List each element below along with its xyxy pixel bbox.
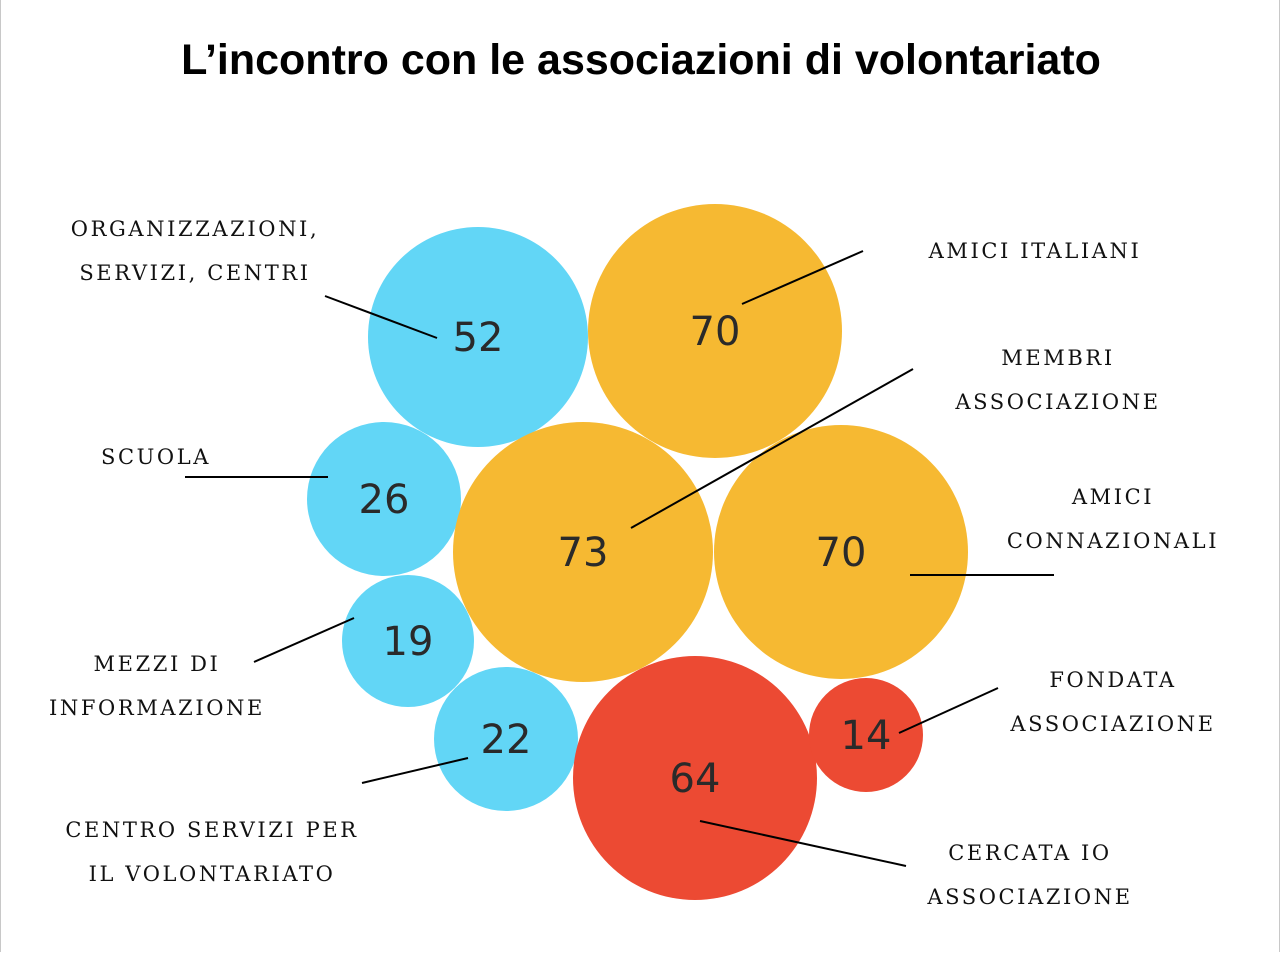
bubble-fondata-associazione	[809, 678, 923, 792]
bubble-value-amici-connazionali: 70	[816, 530, 867, 576]
bubble-label-organizzazioni-servizi-centri-line-2: SERVIZI, CENTRI	[79, 261, 310, 285]
bubble-value-organizzazioni-servizi-centri: 52	[453, 315, 504, 361]
bubble-label-fondata-associazione-line-2: ASSOCIAZIONE	[1009, 712, 1215, 736]
bubble-label-centro-servizi-per-il-volontariato-line-2: IL VOLONTARIATO	[89, 862, 336, 886]
bubble-label-amici-italiani-line-1: AMICI ITALIANI	[928, 239, 1142, 263]
bubble-value-membri-associazione: 73	[558, 530, 609, 576]
bubble-centro-servizi-per-il-volontariato	[434, 667, 578, 811]
bubble-label-centro-servizi-per-il-volontariato-line-1: CENTRO SERVIZI PER	[65, 818, 358, 842]
leader-line-centro-servizi-per-il-volontariato	[361, 757, 469, 784]
bubble-mezzi-di-informazione	[342, 575, 474, 707]
bubble-value-fondata-associazione: 14	[841, 713, 892, 759]
bubble-value-centro-servizi-per-il-volontariato: 22	[481, 717, 532, 763]
bubble-membri-associazione	[453, 422, 713, 682]
bubble-scuola	[307, 422, 461, 576]
bubble-label-scuola-line-1: SCUOLA	[101, 445, 211, 469]
bubble-cercata-io-associazione	[573, 656, 817, 900]
bubble-value-amici-italiani: 70	[690, 309, 741, 355]
bubble-label-organizzazioni-servizi-centri-line-1: ORGANIZZAZIONI,	[71, 217, 319, 241]
bubble-label-amici-connazionali-line-1: AMICI	[1071, 485, 1154, 509]
bubble-organizzazioni-servizi-centri	[368, 227, 588, 447]
bubble-amici-connazionali	[714, 425, 968, 679]
bubble-label-fondata-associazione-line-1: FONDATA	[1049, 668, 1176, 692]
bubble-label-membri-associazione-line-1: MEMBRI	[1001, 346, 1114, 370]
leader-line-organizzazioni-servizi-centri	[324, 295, 438, 339]
bubble-label-cercata-io-associazione-line-2: ASSOCIAZIONE	[926, 885, 1132, 909]
bubble-value-cercata-io-associazione: 64	[670, 756, 721, 802]
bubble-label-cercata-io-associazione-line-1: CERCATA IO	[948, 841, 1112, 865]
leader-line-amici-italiani	[741, 250, 864, 305]
bubble-label-mezzi-di-informazione-line-1: MEZZI DI	[94, 652, 221, 676]
bubble-label-membri-associazione-line-2: ASSOCIAZIONE	[954, 390, 1160, 414]
leader-line-membri-associazione	[630, 368, 914, 529]
bubble-amici-italiani	[588, 204, 842, 458]
bubble-value-scuola: 26	[359, 477, 410, 523]
bubble-value-mezzi-di-informazione: 19	[383, 619, 434, 665]
leader-line-cercata-io-associazione	[699, 820, 907, 867]
bubble-label-mezzi-di-informazione-line-2: INFORMAZIONE	[49, 696, 265, 720]
chart-title: L’incontro con le associazioni di volont…	[181, 36, 1101, 84]
bubble-label-amici-connazionali-line-2: CONNAZIONALI	[1007, 529, 1219, 553]
leader-line-mezzi-di-informazione	[253, 617, 355, 663]
leader-line-fondata-associazione	[898, 687, 999, 734]
